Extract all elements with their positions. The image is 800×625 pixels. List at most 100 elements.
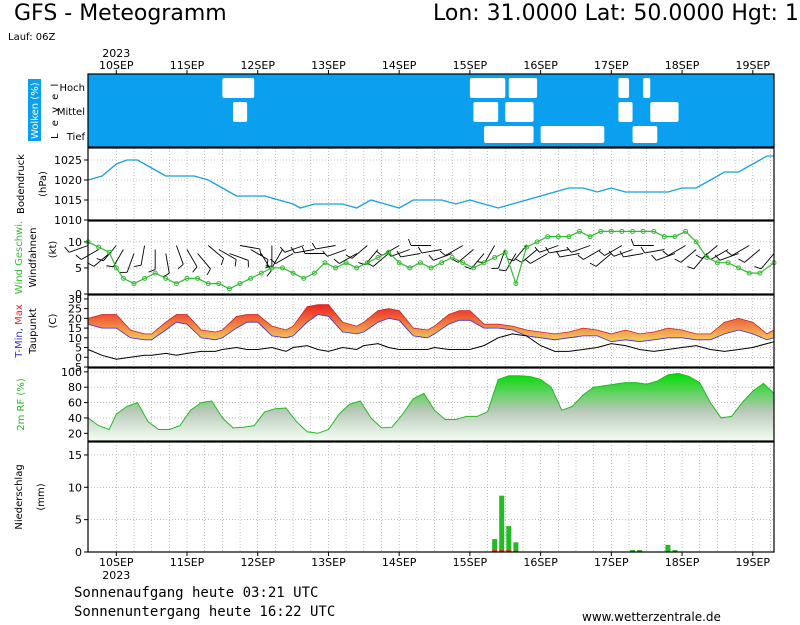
precip-bar	[506, 526, 512, 552]
wind-barb	[701, 245, 718, 259]
wind-speed-point	[205, 281, 211, 287]
wind-speed-point	[290, 270, 296, 276]
wind-speed-point	[470, 265, 476, 271]
wind-barb	[680, 249, 697, 263]
wind-barb-flag	[619, 250, 624, 258]
y-tick-label: 5	[75, 514, 82, 527]
wind-barb-flag	[754, 266, 762, 270]
wind-barb-flag	[322, 250, 328, 257]
wind-speed-point	[566, 234, 572, 240]
x-tick-label-bottom: 17SEP	[594, 556, 629, 569]
precip-conv-bar	[513, 550, 519, 552]
wind-speed-point	[640, 228, 646, 234]
wind-speed-point	[428, 265, 434, 271]
y-tick-label: 15	[68, 322, 82, 335]
wind-speed-point	[343, 260, 349, 266]
wind-barb	[644, 249, 665, 254]
cloud-clear-span	[232, 102, 248, 122]
wind-speed-point	[757, 270, 763, 276]
temp-unit: (C)	[48, 314, 59, 329]
wind-barb-flag	[417, 246, 423, 254]
temp-range-area	[88, 304, 774, 342]
precip-unit-part: (mm)	[36, 483, 47, 510]
wind-speed-point	[226, 286, 232, 292]
cloud-level-label: Tief	[66, 132, 86, 143]
wind-barb	[710, 249, 729, 260]
x-tick-label-top: 10SEP	[99, 59, 134, 72]
precip-bar	[630, 550, 636, 552]
wind-ylabel-group: Wind Geschwi.	[14, 221, 25, 294]
wind-speed-point	[417, 260, 423, 266]
wind-barb-flag	[589, 262, 597, 267]
wind-barb	[239, 245, 260, 250]
y-tick-label: 1010	[54, 214, 82, 227]
sunrise-text: Sonnenaufgang heute 03:21 UTC	[74, 585, 319, 601]
wind-barb	[719, 253, 739, 261]
y-tick-label: 30	[68, 293, 82, 306]
wind-speed-point	[248, 275, 254, 281]
wind-ylabel-part: Wind Geschwi.	[14, 221, 25, 294]
x-tick-label-top: 14SEP	[382, 59, 417, 72]
wind-speed-point	[439, 260, 445, 266]
panel-frame-clouds	[87, 73, 775, 148]
year-label-top: 2023	[102, 47, 130, 60]
y-tick-label: 10	[68, 332, 82, 345]
pressure-ylabel: Bodendruck	[16, 154, 27, 214]
wind-barb-flag	[266, 270, 272, 277]
x-tick-label-bottom: 16SEP	[523, 556, 558, 569]
wind-barb	[272, 249, 283, 268]
y-tick-label: 40	[68, 412, 82, 425]
wind-barb-flag	[366, 262, 374, 267]
wind-unit-group: (kt)	[48, 241, 59, 259]
wind-barb-flag	[726, 250, 733, 256]
temp-ylabel-part: T-Min,	[14, 328, 25, 359]
cloud-ylabel-bg	[28, 79, 41, 141]
location-label: Lon: 31.0000 Lat: 50.0000 Hgt: 1	[433, 1, 799, 26]
y-tick-label: -5	[71, 361, 82, 374]
wind-speed-point	[354, 265, 360, 271]
x-tick-label-bottom: 14SEP	[382, 556, 417, 569]
wind-speed-point	[163, 275, 169, 281]
website-link[interactable]: www.wetterzentrale.de	[582, 610, 721, 624]
wind-barb-flag	[265, 265, 273, 268]
wind-barb	[623, 253, 644, 258]
wind-barb-flag	[96, 258, 104, 262]
wind-barb-flag	[640, 246, 646, 254]
wind-speed-point	[120, 275, 126, 281]
wind-speed-point	[301, 275, 307, 281]
wind-barb	[583, 249, 601, 260]
wind-speed-point	[587, 234, 593, 240]
wind-barb-flag	[515, 258, 522, 263]
wind-barb	[433, 253, 453, 261]
wind-speed-point	[449, 255, 455, 260]
x-tick-label-bottom: 13SEP	[311, 556, 346, 569]
wind-barb-flag	[270, 258, 277, 264]
y-tick-label: 1015	[54, 194, 82, 207]
y-tick-label: 5	[75, 342, 82, 355]
wind-barb	[218, 249, 237, 260]
wind-speed-point	[746, 270, 752, 276]
y-tick-label: 80	[68, 381, 82, 394]
y-tick-label: 15	[68, 449, 82, 462]
tmin-line	[87, 314, 775, 343]
wind-barb-flag	[266, 259, 269, 267]
wind-barb-flag	[148, 269, 156, 273]
x-tick-label-top: 12SEP	[240, 59, 275, 72]
wind-speed-point	[113, 265, 119, 271]
pressure-ylabel-part: Bodendruck	[16, 154, 27, 214]
y-tick-label: 1020	[54, 174, 82, 187]
run-label: Lauf: 06Z	[8, 32, 56, 43]
precip-unit: (mm)	[36, 483, 47, 510]
x-tick-label-top: 11SEP	[170, 59, 205, 72]
wind-barb	[351, 245, 368, 259]
y-tick-label: 100	[61, 366, 82, 379]
wind-barb	[656, 253, 676, 261]
precip-bar	[499, 495, 505, 552]
cloud-clear-span	[508, 78, 538, 98]
wind-barb	[81, 249, 99, 260]
wind-speed-point	[142, 275, 148, 281]
wind-barb-flag	[220, 258, 224, 266]
precip-bar	[637, 550, 643, 552]
x-tick-label-top: 17SEP	[594, 59, 629, 72]
